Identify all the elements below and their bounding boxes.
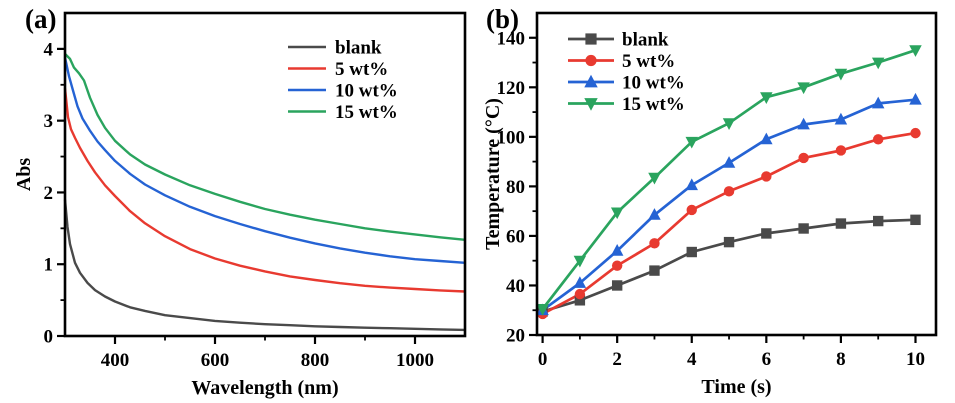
svg-text:4: 4 <box>687 349 697 370</box>
svg-text:40: 40 <box>506 276 525 297</box>
svg-text:Temperature (°C): Temperature (°C) <box>482 98 504 250</box>
svg-text:1: 1 <box>44 255 54 276</box>
svg-text:6: 6 <box>762 349 772 370</box>
svg-text:15 wt%: 15 wt% <box>335 102 398 123</box>
svg-text:5 wt%: 5 wt% <box>622 51 675 72</box>
svg-text:0: 0 <box>538 349 548 370</box>
panel-b: (b) 0 2 4 6 8 10 20 40 60 80 100 120 140 Time (s) Temp… <box>478 0 955 403</box>
panel-a: (a) 400 600 800 1000 0 1 2 3 4 Wavelength (nm) Abs… <box>13 4 467 399</box>
svg-text:Abs: Abs <box>13 158 35 192</box>
svg-text:Time (s): Time (s) <box>701 376 771 398</box>
svg-text:600: 600 <box>201 350 230 371</box>
svg-text:blank: blank <box>622 30 669 51</box>
panel-b-label: (b) <box>486 4 519 34</box>
svg-text:4: 4 <box>44 39 54 60</box>
svg-text:80: 80 <box>506 177 525 198</box>
svg-text:400: 400 <box>101 350 130 371</box>
svg-text:5 wt%: 5 wt% <box>335 59 388 80</box>
svg-text:120: 120 <box>497 78 526 99</box>
svg-text:Wavelength (nm): Wavelength (nm) <box>191 377 338 399</box>
svg-text:100: 100 <box>497 127 526 148</box>
svg-text:2: 2 <box>44 183 54 204</box>
svg-text:2: 2 <box>612 349 622 370</box>
svg-text:3: 3 <box>44 111 54 132</box>
svg-text:10: 10 <box>906 349 925 370</box>
svg-text:1000: 1000 <box>396 350 434 371</box>
svg-text:140: 140 <box>497 28 526 49</box>
svg-text:0: 0 <box>44 327 54 348</box>
svg-text:60: 60 <box>506 226 525 247</box>
svg-text:800: 800 <box>301 350 330 371</box>
svg-text:8: 8 <box>836 349 846 370</box>
absorbance-chart-canvas: 400 600 800 1000 0 1 2 3 4 Wavelength (nm) Abs blan… <box>13 11 467 399</box>
temperature-chart-canvas: 0 2 4 6 8 10 20 40 60 80 100 120 140 Time (s) Temperat… <box>482 11 938 398</box>
panel-a-label: (a) <box>25 4 57 34</box>
svg-text:15 wt%: 15 wt% <box>622 94 685 115</box>
svg-text:20: 20 <box>506 326 525 347</box>
svg-text:10 wt%: 10 wt% <box>335 81 398 102</box>
svg-text:10 wt%: 10 wt% <box>622 73 685 94</box>
svg-text:blank: blank <box>335 38 382 59</box>
